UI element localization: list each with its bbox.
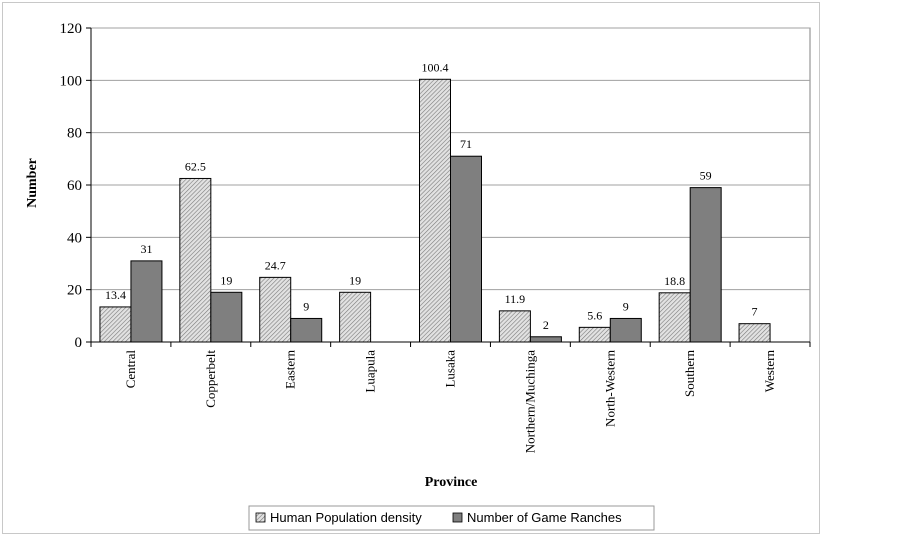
- bar-population-density: [498, 310, 531, 343]
- bar-population-density: [578, 326, 611, 343]
- data-label-game-ranches: 19: [220, 273, 232, 287]
- data-label-game-ranches: 31: [140, 242, 152, 256]
- bar-game-ranches: [450, 155, 482, 343]
- legend-swatch-population: [255, 512, 266, 523]
- data-label-population-density: 100.4: [422, 60, 449, 74]
- y-tick-label: 60: [67, 178, 82, 194]
- data-label-population-density: 7: [752, 305, 758, 319]
- bar-population-density: [259, 276, 292, 343]
- legend: Human Population density Number of Game …: [248, 505, 655, 531]
- bar-game-ranches: [130, 260, 163, 343]
- bar-game-ranches: [609, 317, 642, 343]
- legend-label-population: Human Population density: [270, 510, 422, 525]
- axes: [86, 27, 811, 347]
- x-category-label: North-Western: [602, 350, 617, 427]
- bar-population-density: [738, 323, 771, 343]
- bar-population-density: [339, 291, 372, 343]
- data-label-game-ranches: 71: [460, 137, 472, 151]
- y-tick-label: 120: [60, 21, 83, 37]
- data-label-game-ranches: 2: [543, 318, 549, 332]
- x-category-label: Copperbelt: [203, 350, 218, 408]
- legend-swatch-game-ranches: [452, 512, 463, 523]
- bar-game-ranches: [689, 187, 722, 343]
- bar-population-density: [99, 306, 132, 343]
- x-category-label: Lusaka: [443, 350, 458, 388]
- x-category-label: Western: [762, 350, 777, 393]
- legend-box: [248, 505, 655, 531]
- x-category-label: Northern/Muchinga: [522, 350, 537, 453]
- data-label-game-ranches: 9: [303, 299, 309, 313]
- x-category-label: Eastern: [283, 350, 298, 389]
- x-category-label: Luapula: [363, 350, 378, 393]
- y-tick-label: 80: [67, 126, 82, 142]
- bar-game-ranches: [529, 336, 562, 343]
- chart-frame: [2, 2, 820, 534]
- bar-population-density: [419, 78, 451, 343]
- legend-label-game-ranches: Number of Game Ranches: [467, 510, 622, 525]
- data-label-population-density: 13.4: [105, 288, 126, 302]
- bar-population-density: [179, 177, 212, 343]
- data-label-game-ranches: 9: [623, 299, 629, 313]
- bar-game-ranches: [290, 317, 323, 343]
- bars: [99, 78, 771, 343]
- y-tick-label: 100: [60, 73, 83, 89]
- labels: 0 20 40 60 80 100 120 13.4 31 Central 62.5 19 Copper…: [60, 21, 778, 453]
- data-label-game-ranches: 59: [700, 169, 712, 183]
- data-label-population-density: 18.8: [664, 274, 685, 288]
- x-category-label: Central: [123, 350, 138, 389]
- data-label-population-density: 19: [349, 273, 361, 287]
- y-tick-label: 0: [75, 335, 83, 351]
- x-axis-title: Province: [425, 475, 478, 490]
- bar-game-ranches: [210, 291, 243, 343]
- data-label-population-density: 11.9: [505, 292, 526, 306]
- data-label-population-density: 24.7: [265, 258, 286, 272]
- x-category-label: Southern: [682, 350, 697, 397]
- bar-population-density: [658, 292, 691, 343]
- y-tick-label: 20: [67, 283, 82, 299]
- data-label-population-density: 5.6: [587, 308, 602, 322]
- data-label-population-density: 62.5: [185, 159, 206, 173]
- y-axis-title: Number: [25, 158, 40, 208]
- y-tick-label: 40: [67, 230, 82, 246]
